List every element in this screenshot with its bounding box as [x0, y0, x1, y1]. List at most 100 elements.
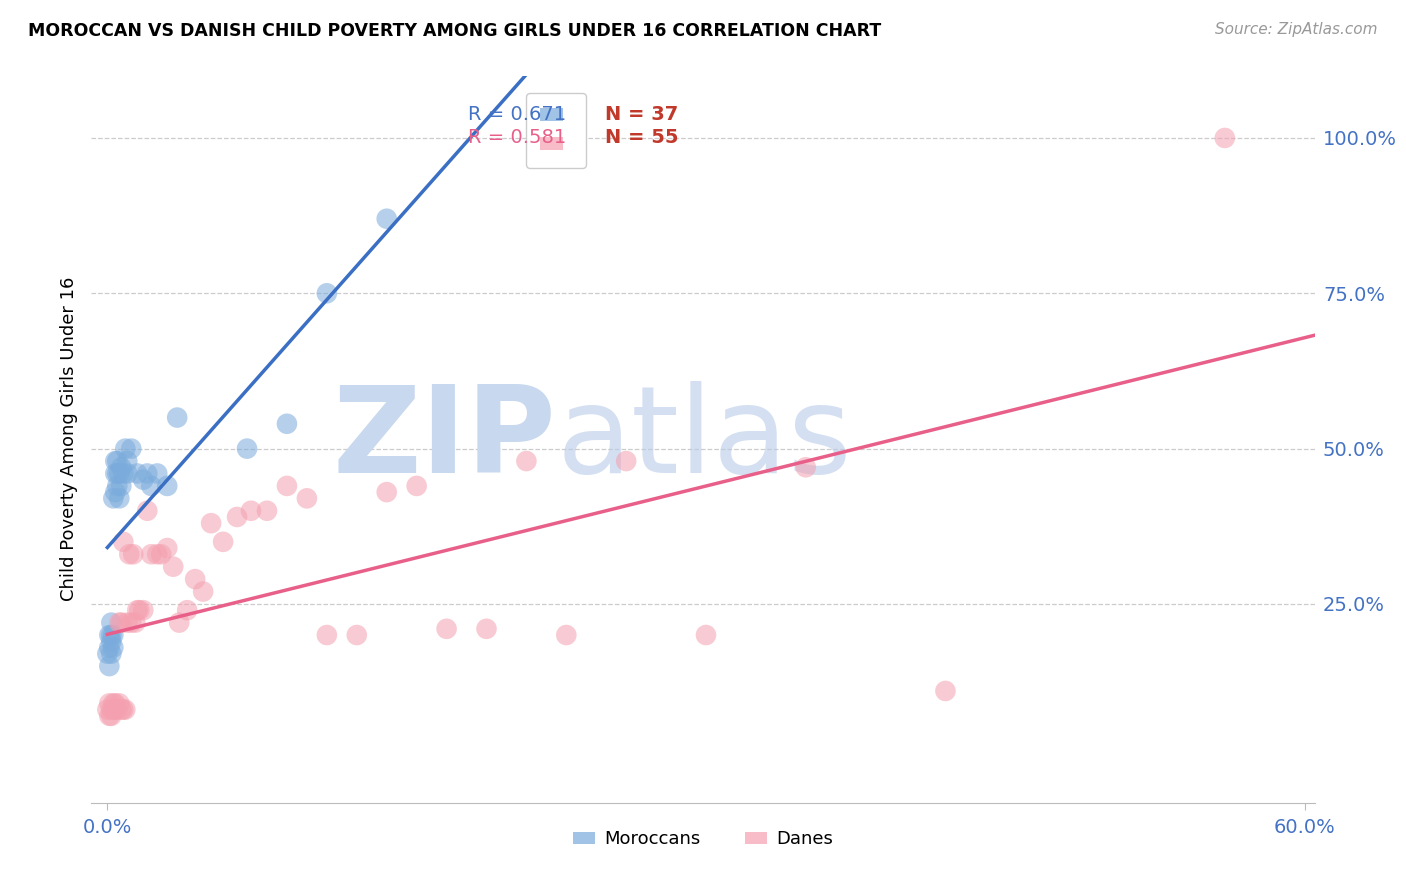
Point [104, 467, 127, 481]
Point [112, 703, 135, 717]
Point [100, 634, 122, 648]
Point [127, 603, 149, 617]
Point [96, 647, 118, 661]
Point [315, 628, 337, 642]
Point [136, 504, 159, 518]
Point [105, 454, 128, 468]
Point [120, 615, 142, 630]
Point [104, 454, 127, 468]
Point [98, 640, 121, 655]
Point [276, 417, 298, 431]
Point [141, 547, 163, 561]
Point [555, 628, 578, 642]
Point [100, 628, 122, 642]
Point [103, 697, 125, 711]
Text: MOROCCAN VS DANISH CHILD POVERTY AMONG GIRLS UNDER 16 CORRELATION CHART: MOROCCAN VS DANISH CHILD POVERTY AMONG G… [28, 22, 882, 40]
Point [132, 603, 155, 617]
Point [176, 603, 198, 617]
Point [256, 504, 278, 518]
Point [117, 615, 139, 630]
Point [117, 467, 139, 481]
Point [515, 454, 537, 468]
Point [212, 534, 235, 549]
Point [105, 703, 128, 717]
Point [146, 467, 169, 481]
Point [100, 703, 122, 717]
Point [166, 410, 188, 425]
Text: Source: ZipAtlas.com: Source: ZipAtlas.com [1215, 22, 1378, 37]
Point [118, 547, 141, 561]
Point [375, 485, 398, 500]
Point [132, 473, 155, 487]
Point [162, 559, 184, 574]
Point [114, 442, 136, 456]
Point [96, 703, 118, 717]
Point [127, 467, 149, 481]
Point [104, 697, 127, 711]
Point [614, 454, 637, 468]
Point [103, 703, 125, 717]
Point [934, 684, 956, 698]
Point [108, 491, 131, 506]
Point [103, 640, 125, 655]
Point [100, 647, 122, 661]
Point [112, 467, 135, 481]
Point [114, 703, 136, 717]
Point [315, 286, 337, 301]
Point [141, 479, 163, 493]
Text: N = 55: N = 55 [605, 128, 679, 147]
Point [117, 454, 139, 468]
Point [112, 534, 135, 549]
Point [156, 541, 179, 555]
Point [346, 628, 368, 642]
Point [375, 211, 398, 226]
Text: ZIP: ZIP [332, 381, 557, 498]
Point [128, 603, 150, 617]
Text: R = 0.671: R = 0.671 [468, 105, 567, 124]
Point [100, 615, 122, 630]
Point [100, 708, 122, 723]
Point [98, 697, 121, 711]
Point [295, 491, 318, 506]
Point [146, 547, 169, 561]
Point [105, 467, 128, 481]
Text: atlas: atlas [557, 381, 852, 498]
Point [103, 491, 125, 506]
Point [794, 460, 817, 475]
Point [110, 703, 132, 717]
Point [104, 485, 127, 500]
Point [110, 479, 132, 493]
Point [136, 467, 159, 481]
Point [103, 628, 125, 642]
Point [98, 659, 121, 673]
Point [695, 628, 717, 642]
Point [122, 547, 145, 561]
Point [240, 504, 263, 518]
Y-axis label: Child Poverty Among Girls Under 16: Child Poverty Among Girls Under 16 [59, 277, 77, 601]
Point [150, 547, 173, 561]
Legend: Moroccans, Danes: Moroccans, Danes [567, 823, 839, 855]
Point [226, 510, 249, 524]
Point [276, 479, 298, 493]
Point [110, 615, 132, 630]
Point [98, 708, 121, 723]
Point [191, 584, 214, 599]
Point [108, 697, 131, 711]
Text: N = 37: N = 37 [605, 105, 678, 124]
Point [405, 479, 427, 493]
Point [184, 572, 207, 586]
Point [98, 628, 121, 642]
Point [124, 615, 146, 630]
Point [236, 442, 259, 456]
Point [436, 622, 458, 636]
Point [156, 479, 179, 493]
Point [167, 615, 190, 630]
Point [108, 615, 131, 630]
Text: R = 0.581: R = 0.581 [468, 128, 567, 147]
Point [105, 479, 128, 493]
Point [475, 622, 498, 636]
Point [120, 442, 142, 456]
Point [1213, 131, 1236, 145]
Point [200, 516, 222, 531]
Point [104, 703, 127, 717]
